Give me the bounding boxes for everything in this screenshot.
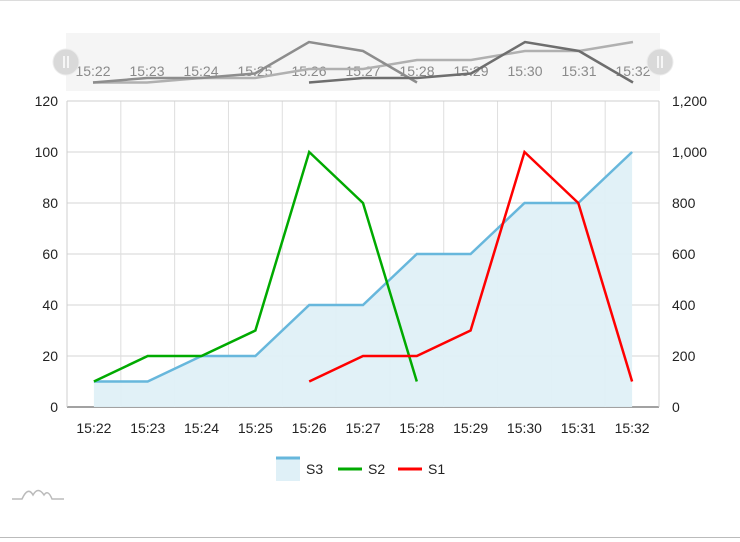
x-tick-label: 15:23 <box>130 420 165 436</box>
chart-logo-wave <box>12 489 64 500</box>
legend[interactable]: S3 S2 S1 <box>276 456 445 481</box>
scrollbar-tick-label: 15:31 <box>561 63 596 79</box>
y-right-tick-label: 1,000 <box>672 144 707 160</box>
y-right-tick-label: 1,200 <box>672 93 707 109</box>
x-tick-label: 15:27 <box>345 420 380 436</box>
data-point-s3[interactable] <box>468 252 473 257</box>
data-point-s1[interactable] <box>468 328 473 333</box>
series-s2-line[interactable] <box>93 149 418 383</box>
scrollbar-preview-s1 <box>308 40 634 84</box>
chart-logo-icon <box>12 489 64 500</box>
legend-item-s1[interactable]: S1 <box>398 461 445 477</box>
x-tick-label: 15:32 <box>615 420 650 436</box>
scrollbar-preview-s3 <box>93 40 634 84</box>
data-point-s2[interactable] <box>145 354 150 359</box>
data-point-s2[interactable] <box>253 328 258 333</box>
scrollbar-tick-label: 15:22 <box>75 63 110 79</box>
plot-area <box>66 100 660 408</box>
series-s3-line[interactable] <box>93 151 633 383</box>
y-left-tick-label: 100 <box>35 144 59 160</box>
scrollbar-tick-label: 15:32 <box>615 63 650 79</box>
x-tick-label: 15:30 <box>507 420 542 436</box>
data-point-s3[interactable] <box>630 150 635 155</box>
x-tick-label: 15:24 <box>184 420 219 436</box>
data-point-s3[interactable] <box>414 252 419 257</box>
scrollbar-preview-s2 <box>92 40 418 84</box>
legend-marker-area <box>276 457 300 481</box>
legend-label: S2 <box>368 461 385 477</box>
scrollbar-tick-label: 15:27 <box>345 63 380 79</box>
series-s3-area <box>93 152 633 407</box>
legend-label: S3 <box>306 461 323 477</box>
data-point-s2[interactable] <box>307 150 312 155</box>
series-s1-line[interactable] <box>308 149 634 383</box>
y-left-tick-label: 20 <box>42 348 58 364</box>
y-right-tick-label: 0 <box>672 399 680 415</box>
y-right-tick-label: 600 <box>672 246 696 262</box>
data-point-s3[interactable] <box>253 354 258 359</box>
data-point-s1[interactable] <box>576 201 581 206</box>
data-point-s3[interactable] <box>145 379 150 384</box>
data-point-s1[interactable] <box>630 379 635 384</box>
legend-item-s2[interactable]: S2 <box>338 461 385 477</box>
data-point-s3[interactable] <box>307 303 312 308</box>
axes: 0 20 40 60 80 100 120 0 200 400 600 800 1,000 1,200 15… <box>35 93 708 436</box>
scrollbar-tick-label: 15:30 <box>507 63 542 79</box>
x-tick-label: 15:31 <box>561 420 596 436</box>
y-left-tick-label: 60 <box>42 246 58 262</box>
data-point-s3[interactable] <box>522 201 527 206</box>
x-tick-label: 15:29 <box>453 420 488 436</box>
y-left-tick-label: 0 <box>50 399 58 415</box>
scrollbar-tick-label: 15:24 <box>183 63 218 79</box>
data-point-s2[interactable] <box>199 354 204 359</box>
data-point-s1[interactable] <box>522 150 527 155</box>
scrollbar[interactable]: 15:22 15:23 15:24 15:25 15:26 15:27 15:28 15:29… <box>52 33 674 91</box>
y-right-tick-label: 400 <box>672 297 696 313</box>
legend-item-s3[interactable]: S3 <box>276 456 323 481</box>
x-tick-label: 15:22 <box>76 420 111 436</box>
data-point-s2[interactable] <box>361 201 366 206</box>
y-left-tick-label: 40 <box>42 297 58 313</box>
grip-icon[interactable] <box>646 48 674 76</box>
data-point-s2[interactable] <box>91 379 96 384</box>
scrollbar-tick-label: 15:23 <box>129 63 164 79</box>
data-point-s1[interactable] <box>361 354 366 359</box>
data-point-s1[interactable] <box>307 379 312 384</box>
scrollbar-grip-icon[interactable] <box>52 48 80 76</box>
scrollbar-tick-label: 15:26 <box>291 63 326 79</box>
data-point-s1[interactable] <box>414 354 419 359</box>
scrollbar-tick-label: 15:28 <box>399 63 434 79</box>
y-left-tick-label: 120 <box>35 93 59 109</box>
y-left-tick-label: 80 <box>42 195 58 211</box>
y-right-tick-label: 200 <box>672 348 696 364</box>
y-right-tick-label: 800 <box>672 195 696 211</box>
x-tick-label: 15:28 <box>399 420 434 436</box>
x-tick-label: 15:26 <box>292 420 327 436</box>
x-tick-label: 15:25 <box>238 420 273 436</box>
legend-label: S1 <box>428 461 445 477</box>
grip-icon[interactable] <box>52 48 80 76</box>
data-point-s3[interactable] <box>361 303 366 308</box>
data-point-s2[interactable] <box>414 379 419 384</box>
scrollbar-grip-icon[interactable] <box>646 48 674 76</box>
